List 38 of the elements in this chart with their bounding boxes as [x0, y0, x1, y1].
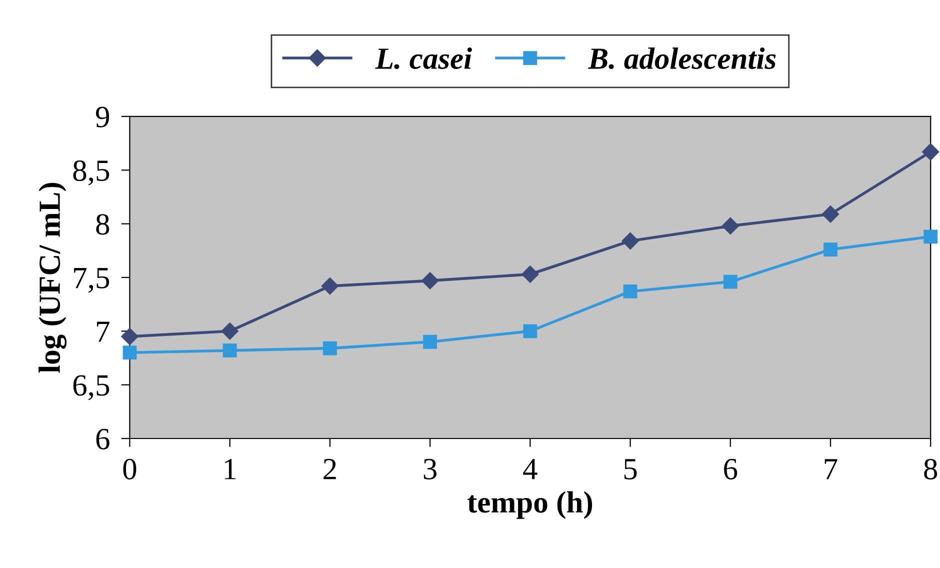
- point: [321, 278, 338, 295]
- point: [723, 274, 738, 289]
- x-tick-label: 1: [224, 458, 236, 480]
- x-tick-label: 2: [324, 458, 336, 480]
- point: [122, 346, 137, 360]
- point: [121, 328, 138, 346]
- x-tick-label: 4: [523, 459, 538, 480]
- point: [423, 334, 437, 349]
- y-axis-title: log (UFC/ mL): [38, 182, 67, 373]
- legend-label: B. adolescentis: [588, 48, 776, 70]
- point: [623, 284, 638, 298]
- x-tick-label: 0: [123, 458, 136, 480]
- point: [924, 230, 938, 244]
- point: [422, 272, 439, 290]
- point: [722, 217, 739, 234]
- point: [523, 324, 538, 338]
- point: [221, 322, 238, 340]
- y-tick-label: 9: [96, 106, 110, 128]
- point: [922, 143, 940, 160]
- point: [222, 344, 237, 358]
- y-tick-label: 8,5: [73, 160, 110, 186]
- point: [322, 341, 337, 356]
- x-tick-label: 7: [824, 459, 838, 480]
- legend-label: L. casei: [375, 48, 472, 70]
- point: [822, 206, 840, 223]
- point: [622, 232, 639, 250]
- x-axis-title: tempo (h): [467, 491, 592, 519]
- point: [824, 242, 838, 256]
- x-tick-label: 3: [424, 458, 436, 480]
- x-tick-label: 5: [624, 459, 637, 480]
- y-tick-label: 8: [96, 214, 110, 235]
- y-tick-label: 7,5: [74, 268, 110, 293]
- point: [522, 266, 539, 283]
- x-tick-label: 6: [724, 458, 738, 480]
- y-tick-label: 6,5: [73, 375, 110, 400]
- x-tick-label: 8: [924, 458, 938, 480]
- y-tick-label: 6: [96, 428, 110, 450]
- y-tick-label: 7: [97, 322, 110, 342]
